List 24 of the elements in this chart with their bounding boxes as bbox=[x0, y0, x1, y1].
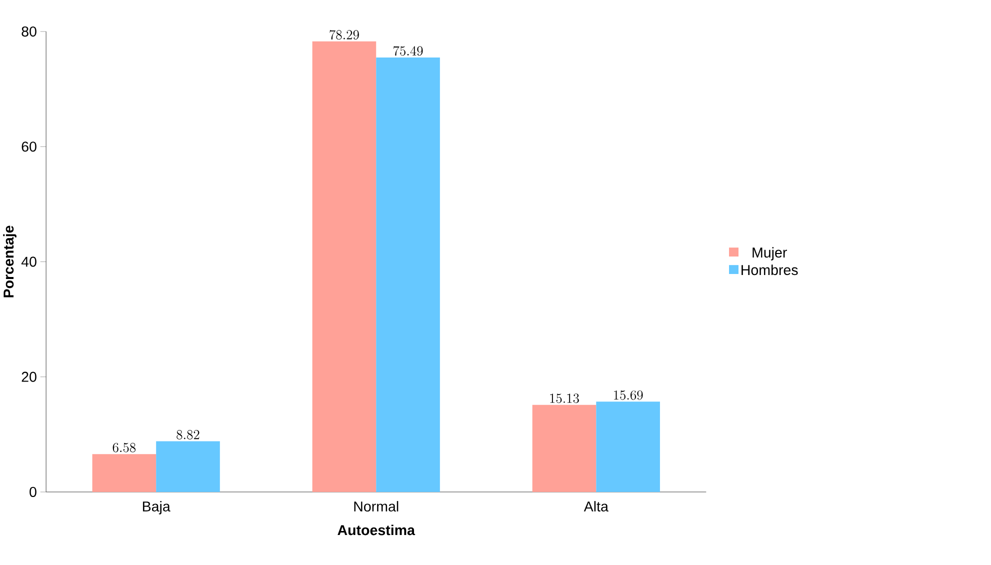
y-tick-label: 0 bbox=[30, 487, 36, 498]
data-label: 6.58 bbox=[112, 443, 136, 452]
bar bbox=[376, 58, 440, 492]
bar bbox=[156, 441, 220, 492]
x-tick-label: Alta bbox=[584, 501, 608, 512]
x-tick-label: Baja bbox=[142, 501, 170, 515]
y-tick-label: 60 bbox=[22, 142, 36, 152]
y-tick-label: 20 bbox=[22, 372, 36, 382]
bar bbox=[596, 402, 660, 492]
legend-label: Mujer bbox=[752, 247, 787, 261]
data-label: 15. 13 bbox=[550, 394, 579, 404]
y-tick-label: 80 bbox=[22, 26, 36, 37]
data-label: 8.82 bbox=[176, 430, 200, 440]
y-axis-title: Porcentaje bbox=[3, 226, 16, 298]
y-tick-label: 40 bbox=[21, 256, 36, 268]
bar bbox=[312, 42, 376, 492]
data-label: 78.29 bbox=[330, 30, 359, 40]
data-label: 75.49 bbox=[393, 46, 423, 56]
x-tick-label: Normal bbox=[354, 501, 398, 512]
bar bbox=[92, 454, 156, 492]
legend-label: Hombres bbox=[742, 264, 798, 276]
data-label: 15.69 bbox=[614, 390, 643, 400]
x-axis-title: Autoestima bbox=[338, 524, 416, 536]
bar bbox=[532, 405, 596, 492]
